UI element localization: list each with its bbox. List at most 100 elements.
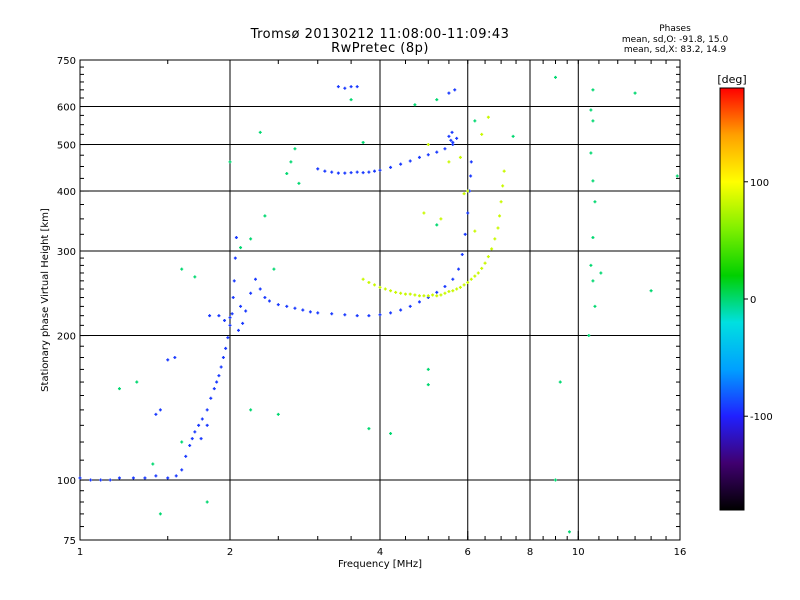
data-point-series-2 <box>443 291 447 295</box>
data-point-series-1 <box>253 277 257 281</box>
x-tick-label: 10 <box>572 547 585 558</box>
data-point-series-3 <box>426 367 430 371</box>
data-point-series-3 <box>591 119 595 123</box>
data-point-series-1 <box>463 232 467 236</box>
data-point-series-2 <box>439 217 443 221</box>
data-point-series-2 <box>486 255 490 259</box>
data-point-series-2 <box>473 274 477 278</box>
y-tick-label: 750 <box>57 56 76 67</box>
data-point-series-1 <box>131 476 135 480</box>
data-point-series-1 <box>336 85 340 89</box>
data-point-series-1 <box>367 314 371 318</box>
data-point-series-3 <box>285 172 289 176</box>
data-point-series-1 <box>443 285 447 289</box>
x-tick-label: 6 <box>465 547 471 558</box>
data-point-series-1 <box>451 277 455 281</box>
data-point-series-3 <box>205 500 209 504</box>
data-point-series-1 <box>154 474 158 478</box>
data-point-series-1 <box>173 355 177 359</box>
data-point-series-2 <box>458 285 462 289</box>
data-point-series-2 <box>403 292 407 296</box>
data-point-series-2 <box>451 289 455 293</box>
data-point-series-3 <box>589 263 593 267</box>
data-point-series-3 <box>435 223 439 227</box>
data-point-series-1 <box>378 313 382 317</box>
data-point-series-3 <box>158 512 162 516</box>
data-point-series-3 <box>591 279 595 283</box>
data-point-series-1 <box>232 279 236 283</box>
data-point-series-3 <box>367 427 371 431</box>
data-point-series-1 <box>417 300 421 304</box>
data-point-series-1 <box>231 296 235 300</box>
y-tick-label: 400 <box>57 187 76 198</box>
data-point-series-3 <box>249 237 253 241</box>
data-point-series-3 <box>389 432 393 436</box>
x-tick-label: 16 <box>674 547 687 558</box>
data-point-series-1 <box>180 468 184 472</box>
data-point-series-2 <box>458 155 462 159</box>
data-point-series-3 <box>180 440 184 444</box>
data-point-series-1 <box>443 147 447 151</box>
x-tick-label: 8 <box>527 547 533 558</box>
data-point-series-1 <box>373 169 377 173</box>
x-tick-label: 4 <box>377 547 383 558</box>
data-point-series-1 <box>158 408 162 412</box>
data-point-series-1 <box>209 396 213 400</box>
data-point-series-1 <box>330 312 334 316</box>
colorbar-label: [deg] <box>717 73 746 86</box>
y-tick-label: 100 <box>57 476 76 487</box>
data-point-series-1 <box>349 171 353 175</box>
data-point-series-1 <box>469 160 473 164</box>
data-point-series-1 <box>226 336 230 340</box>
data-point-series-2 <box>476 271 480 275</box>
data-point-series-3 <box>276 412 280 416</box>
data-point-series-3 <box>553 75 557 79</box>
chart-subtitle: RwPretec (8p) <box>331 41 429 56</box>
data-point-series-1 <box>447 91 451 95</box>
data-point-series-2 <box>493 237 497 241</box>
y-tick-label: 500 <box>57 141 76 152</box>
data-point-series-2 <box>502 169 506 173</box>
data-point-series-3 <box>151 462 155 466</box>
data-point-series-1 <box>212 387 216 391</box>
data-point-series-1 <box>228 316 232 320</box>
data-point-series-2 <box>501 184 505 188</box>
data-point-series-1 <box>399 162 403 166</box>
data-point-series-1 <box>455 136 459 140</box>
data-point-series-1 <box>343 86 347 90</box>
data-point-series-1 <box>224 346 228 350</box>
data-point-series-1 <box>154 412 158 416</box>
data-point-series-3 <box>591 179 595 183</box>
data-point-series-1 <box>301 308 305 312</box>
data-point-series-1 <box>89 478 93 482</box>
data-point-series-2 <box>417 294 421 298</box>
phase-stats-x-mode: mean, sd,X: 83.2, 14.9 <box>623 45 727 55</box>
data-point-series-1 <box>244 309 248 313</box>
data-point-series-1 <box>308 310 312 314</box>
data-point-series-1 <box>466 211 470 215</box>
data-point-series-3 <box>239 246 243 250</box>
data-point-series-2 <box>447 290 451 294</box>
data-point-series-3 <box>413 103 417 107</box>
data-point-series-3 <box>249 408 253 412</box>
data-point-series-2 <box>496 226 500 230</box>
data-point-series-1 <box>323 169 327 173</box>
data-point-series-1 <box>234 236 238 240</box>
data-point-series-1 <box>143 476 147 480</box>
data-point-series-2 <box>490 247 494 251</box>
data-point-series-1 <box>361 171 365 175</box>
data-point-series-2 <box>498 214 502 218</box>
data-point-series-1 <box>258 287 262 291</box>
data-point-series-3 <box>589 151 593 155</box>
data-point-series-1 <box>408 159 412 163</box>
data-point-series-3 <box>426 383 430 387</box>
data-point-series-3 <box>361 140 365 144</box>
data-point-series-1 <box>219 365 223 369</box>
data-point-series-1 <box>241 321 245 325</box>
data-point-series-1 <box>228 323 232 327</box>
data-point-series-1 <box>217 314 221 318</box>
data-point-series-2 <box>378 285 382 289</box>
data-point-series-2 <box>473 229 477 233</box>
data-point-series-1 <box>316 167 320 171</box>
